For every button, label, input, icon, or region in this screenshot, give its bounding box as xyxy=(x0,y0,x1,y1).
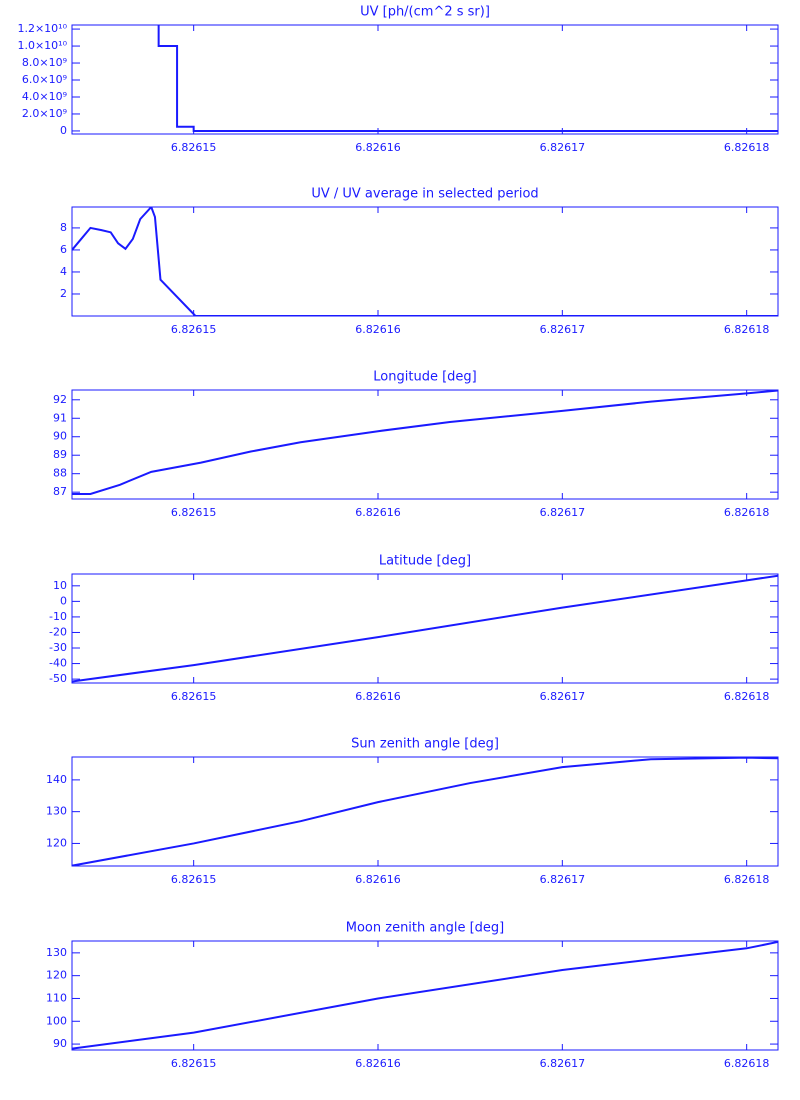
y-tick-label: 87 xyxy=(53,485,67,498)
x-tick-label: 6.82615 xyxy=(171,141,217,154)
y-tick-label: 130 xyxy=(46,946,67,959)
data-line xyxy=(72,757,778,866)
data-line xyxy=(72,574,778,683)
y-tick-label: -10 xyxy=(49,610,67,623)
x-tick-label: 6.82618 xyxy=(724,1057,770,1070)
x-tick-label: 6.82616 xyxy=(355,690,401,703)
data-line xyxy=(72,207,778,316)
y-tick-label: -40 xyxy=(49,657,67,670)
y-tick-label: 6 xyxy=(60,243,67,256)
chart-title: Sun zenith angle [deg] xyxy=(351,737,499,752)
x-tick-label: 6.82615 xyxy=(171,1057,217,1070)
x-tick-label: 6.82616 xyxy=(355,1057,401,1070)
y-tick-label: 6.0×10⁹ xyxy=(22,73,67,86)
y-tick-label: 120 xyxy=(46,969,67,982)
plot-frame xyxy=(71,206,779,317)
data-line xyxy=(72,390,778,496)
y-tick-label: -20 xyxy=(49,625,67,638)
y-tick-label: 2.0×10⁹ xyxy=(22,107,67,120)
y-tick-label: 4 xyxy=(60,265,67,278)
y-tick-label: 8 xyxy=(60,221,67,234)
x-tick-label: 6.82616 xyxy=(355,873,401,886)
x-tick-label: 6.82617 xyxy=(540,873,586,886)
y-tick-label: 89 xyxy=(53,448,67,461)
y-tick-label: 4.0×10⁹ xyxy=(22,90,67,103)
x-tick-label: 6.82615 xyxy=(171,323,217,336)
y-tick-label: 0 xyxy=(60,594,67,607)
y-tick-label: 100 xyxy=(46,1014,67,1027)
x-tick-label: 6.82615 xyxy=(171,690,217,703)
y-tick-label: 110 xyxy=(46,991,67,1004)
data-line xyxy=(157,25,778,132)
y-tick-label: 10 xyxy=(53,579,67,592)
y-tick-label: 2 xyxy=(60,287,67,300)
data-line xyxy=(72,941,778,1050)
y-tick-label: 140 xyxy=(46,773,67,786)
x-tick-label: 6.82615 xyxy=(171,506,217,519)
plot-frame xyxy=(71,573,779,684)
chart-title: Longitude [deg] xyxy=(373,370,476,385)
x-tick-label: 6.82618 xyxy=(724,690,770,703)
y-tick-label: 120 xyxy=(46,836,67,849)
x-tick-label: 6.82617 xyxy=(540,690,586,703)
y-tick-label: 88 xyxy=(53,467,67,480)
x-tick-label: 6.82617 xyxy=(540,1057,586,1070)
chart-title: UV [ph/(cm^2 s sr)] xyxy=(360,5,490,20)
chart-title: Moon zenith angle [deg] xyxy=(346,921,504,936)
y-tick-label: 91 xyxy=(53,411,67,424)
x-tick-label: 6.82616 xyxy=(355,506,401,519)
y-tick-label: 90 xyxy=(53,430,67,443)
y-tick-label: -30 xyxy=(49,641,67,654)
x-tick-label: 6.82617 xyxy=(540,323,586,336)
plot-frame xyxy=(71,389,779,500)
x-tick-label: 6.82618 xyxy=(724,506,770,519)
y-tick-label: 1.0×10¹⁰ xyxy=(17,39,67,52)
y-tick-label: 8.0×10⁹ xyxy=(22,56,67,69)
y-tick-label: 90 xyxy=(53,1037,67,1050)
x-tick-label: 6.82617 xyxy=(540,506,586,519)
x-tick-label: 6.82615 xyxy=(171,873,217,886)
x-tick-label: 6.82616 xyxy=(355,141,401,154)
y-tick-label: 0 xyxy=(60,124,67,137)
chart-title: UV / UV average in selected period xyxy=(311,187,538,202)
x-tick-label: 6.82618 xyxy=(724,873,770,886)
y-tick-label: 92 xyxy=(53,393,67,406)
y-tick-label: 130 xyxy=(46,805,67,818)
x-tick-label: 6.82616 xyxy=(355,323,401,336)
y-tick-label: -50 xyxy=(49,672,67,685)
x-tick-label: 6.82618 xyxy=(724,323,770,336)
chart-title: Latitude [deg] xyxy=(379,554,471,569)
x-tick-label: 6.82617 xyxy=(540,141,586,154)
y-tick-label: 1.2×10¹⁰ xyxy=(17,22,67,35)
x-tick-label: 6.82618 xyxy=(724,141,770,154)
plot-frame xyxy=(71,756,779,867)
plot-frame xyxy=(71,24,779,135)
plot-frame xyxy=(71,940,779,1051)
